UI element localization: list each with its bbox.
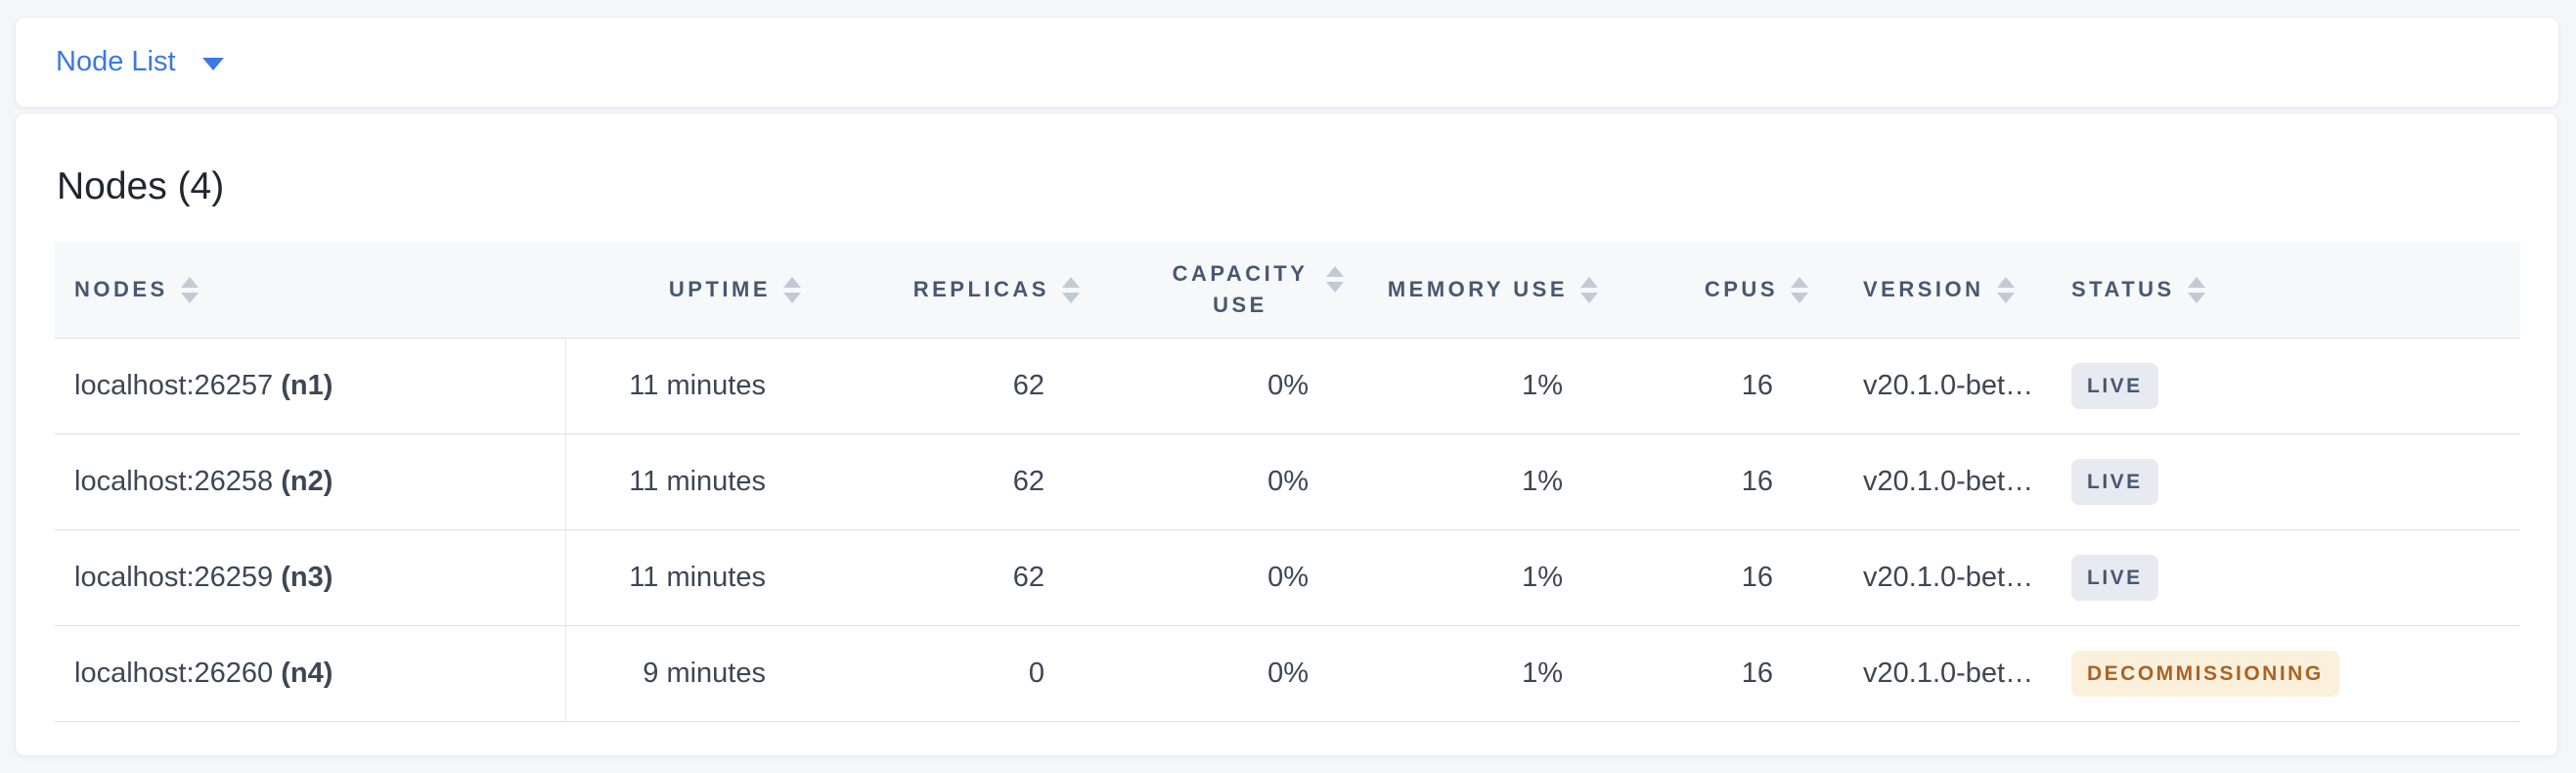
sort-asc-arrow-icon xyxy=(1580,276,1598,288)
node-row: localhost:26257 (n1) 11 minutes 62 0% 1% 16 v2… xyxy=(55,338,2520,434)
sort-desc-arrow-icon xyxy=(1580,292,1598,303)
node-row: localhost:26258 (n2) 11 minutes 62 0% 1% 16 v2… xyxy=(55,433,2520,530)
header-row: Nodes Uptime Replicas Capacity Use Memory Us… xyxy=(55,242,2520,339)
column-header-memory_use[interactable]: Memory Use xyxy=(1359,242,1614,339)
column-label-memory_use: Memory Use xyxy=(1387,277,1568,301)
cell-replicas: 62 xyxy=(817,529,1095,626)
sort-asc-arrow-icon xyxy=(1326,266,1344,278)
cell-status: DECOMMISSIONING xyxy=(2064,625,2520,722)
cell-capacity_use: 0% xyxy=(1095,529,1359,626)
cell-node: localhost:26259 (n3) xyxy=(55,529,566,626)
chevron-down-icon xyxy=(201,58,224,70)
column-label-version: Version xyxy=(1863,277,1984,301)
sort-desc-arrow-icon xyxy=(1996,292,2015,303)
view-dropdown-label: Node List xyxy=(56,46,176,77)
column-header-status[interactable]: Status xyxy=(2064,242,2520,339)
sort-asc-arrow-icon xyxy=(1791,276,1808,288)
column-header-version[interactable]: Version xyxy=(1824,242,2064,339)
view-switcher-bar: Node List xyxy=(15,17,2559,108)
cell-uptime: 9 minutes xyxy=(565,625,817,722)
sort-desc-arrow-icon xyxy=(180,292,199,303)
sort-desc-arrow-icon xyxy=(1326,282,1344,294)
cell-version: v20.1.0-bet… xyxy=(1824,625,2064,722)
column-label-uptime: Uptime xyxy=(668,277,771,301)
sort-icon[interactable] xyxy=(2187,276,2205,303)
cell-version: v20.1.0-bet… xyxy=(1824,529,2064,626)
column-label-capacity_use: Capacity Use xyxy=(1172,261,1309,317)
sort-asc-arrow-icon xyxy=(783,276,801,288)
cell-node: localhost:26260 (n4) xyxy=(55,625,566,722)
status-badge: LIVE xyxy=(2071,363,2158,409)
status-badge: DECOMMISSIONING xyxy=(2071,651,2339,697)
cell-cpus: 16 xyxy=(1614,433,1824,530)
node-id: (n1) xyxy=(281,370,333,401)
nodes-table: Nodes Uptime Replicas Capacity Use Memory Us… xyxy=(55,242,2520,722)
cell-uptime: 11 minutes xyxy=(565,433,817,530)
cell-memory_use: 1% xyxy=(1359,433,1614,530)
cell-capacity_use: 0% xyxy=(1095,433,1359,530)
sort-asc-arrow-icon xyxy=(1996,276,2015,288)
cell-uptime: 11 minutes xyxy=(565,529,817,626)
cell-status: LIVE xyxy=(2064,338,2520,434)
cell-version: v20.1.0-bet… xyxy=(1824,433,2064,530)
cell-cpus: 16 xyxy=(1614,338,1824,434)
node-id: (n2) xyxy=(281,466,333,497)
nodes-panel: Nodes (4) Nodes Uptime Replicas Capacity Us… xyxy=(15,113,2558,756)
sort-desc-arrow-icon xyxy=(783,292,801,303)
sort-asc-arrow-icon xyxy=(2187,276,2205,288)
node-address-link[interactable]: localhost:26259 (n3) xyxy=(74,562,333,593)
cell-status: LIVE xyxy=(2064,529,2520,626)
node-id: (n4) xyxy=(281,658,333,689)
sort-asc-arrow-icon xyxy=(180,276,199,288)
sort-desc-arrow-icon xyxy=(2187,292,2205,303)
cell-replicas: 62 xyxy=(817,338,1095,434)
column-header-node[interactable]: Nodes xyxy=(55,242,565,339)
cell-capacity_use: 0% xyxy=(1095,625,1359,722)
sort-icon[interactable] xyxy=(1062,276,1080,303)
column-header-replicas[interactable]: Replicas xyxy=(817,242,1095,339)
column-label-replicas: Replicas xyxy=(912,277,1049,301)
column-label-cpus: CPUs xyxy=(1704,277,1778,301)
sort-icon[interactable] xyxy=(1791,276,1808,303)
cell-uptime: 11 minutes xyxy=(565,338,817,434)
cell-status: LIVE xyxy=(2064,433,2520,530)
nodes-table-body: localhost:26257 (n1) 11 minutes 62 0% 1% 16 v2… xyxy=(55,338,2520,722)
cell-memory_use: 1% xyxy=(1359,529,1614,626)
cell-cpus: 16 xyxy=(1614,625,1824,722)
sort-desc-arrow-icon xyxy=(1062,292,1080,303)
sort-icon[interactable] xyxy=(180,276,199,303)
cell-version: v20.1.0-bet… xyxy=(1824,338,2064,434)
node-address-link[interactable]: localhost:26258 (n2) xyxy=(74,466,333,497)
cell-memory_use: 1% xyxy=(1359,625,1614,722)
cell-capacity_use: 0% xyxy=(1095,338,1359,434)
cell-cpus: 16 xyxy=(1614,529,1824,626)
status-badge: LIVE xyxy=(2071,459,2158,505)
status-badge: LIVE xyxy=(2071,555,2158,601)
cell-replicas: 0 xyxy=(817,625,1095,722)
sort-icon[interactable] xyxy=(1580,276,1598,303)
node-row: localhost:26260 (n4) 9 minutes 0 0% 1% 16 v20.… xyxy=(55,625,2520,722)
sort-desc-arrow-icon xyxy=(1791,292,1808,303)
sort-icon[interactable] xyxy=(783,276,801,303)
panel-title: Nodes (4) xyxy=(57,165,225,207)
column-label-node: Nodes xyxy=(74,277,168,301)
node-row: localhost:26259 (n3) 11 minutes 62 0% 1% 16 v2… xyxy=(55,529,2520,626)
column-header-uptime[interactable]: Uptime xyxy=(565,242,817,339)
node-id: (n3) xyxy=(281,562,333,593)
node-address-link[interactable]: localhost:26257 (n1) xyxy=(74,370,333,401)
column-label-status: Status xyxy=(2071,277,2175,301)
view-dropdown[interactable]: Node List xyxy=(56,48,224,76)
column-header-cpus[interactable]: CPUs xyxy=(1614,242,1824,339)
sort-asc-arrow-icon xyxy=(1062,276,1080,288)
sort-icon[interactable] xyxy=(1326,266,1344,294)
cell-memory_use: 1% xyxy=(1359,338,1614,434)
sort-icon[interactable] xyxy=(1996,276,2015,303)
cell-replicas: 62 xyxy=(817,433,1095,530)
node-address-link[interactable]: localhost:26260 (n4) xyxy=(74,658,333,689)
cell-node: localhost:26257 (n1) xyxy=(55,338,566,434)
column-header-capacity_use[interactable]: Capacity Use xyxy=(1095,242,1359,339)
cell-node: localhost:26258 (n2) xyxy=(55,433,566,530)
